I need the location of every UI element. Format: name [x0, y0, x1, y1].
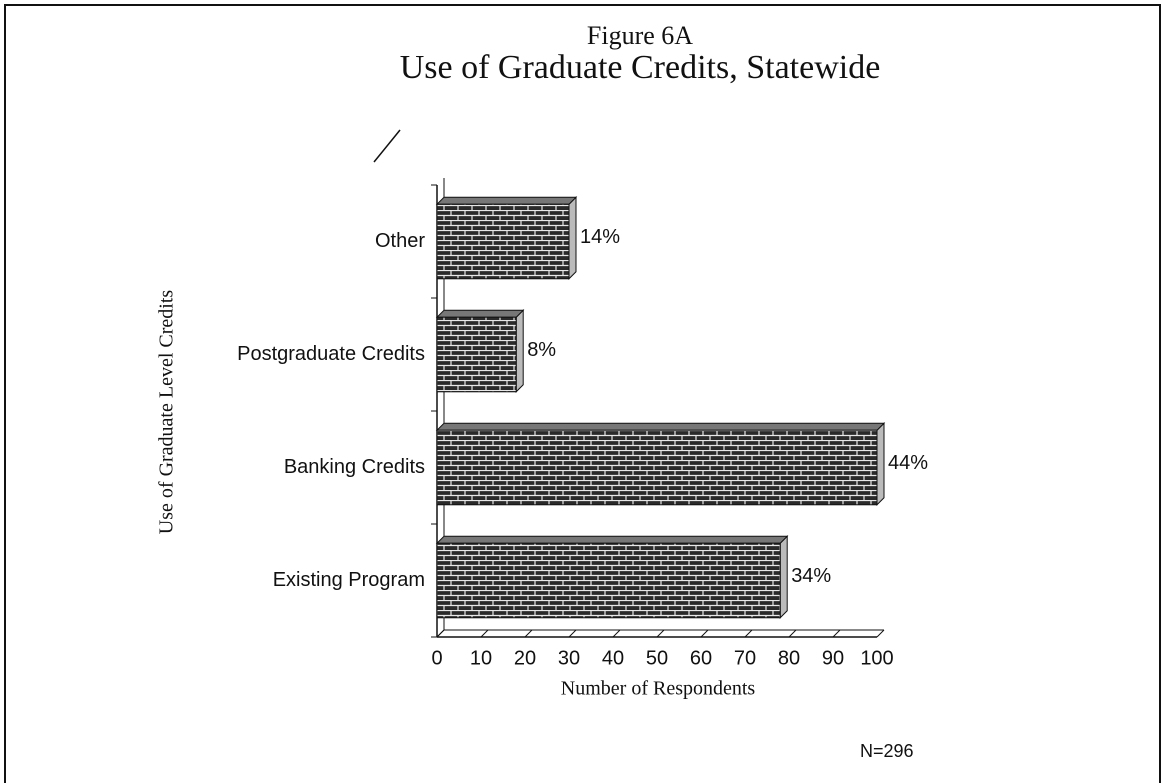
x-tick-label: 70: [734, 647, 756, 669]
figure-label: Figure 6A: [587, 21, 693, 50]
x-tick: [436, 629, 445, 638]
bar-label: 44%: [888, 452, 928, 474]
x-tick-label: 40: [602, 647, 624, 669]
y-tick-label: Postgraduate Credits: [237, 343, 425, 365]
y-tick-label: Other: [375, 230, 425, 252]
x-axis-label: Number of Respondents: [561, 678, 756, 700]
x-tick: [656, 629, 665, 638]
x-tick: [612, 629, 621, 638]
stray-mark: [373, 129, 401, 163]
bar: [436, 542, 781, 619]
bar-label: 8%: [527, 339, 556, 361]
x-tick-label: 90: [822, 647, 844, 669]
y-tick-label: Existing Program: [273, 569, 425, 591]
bar-side: [515, 309, 524, 393]
bar: [436, 203, 570, 280]
x-tick: [524, 629, 533, 638]
note: N=296: [860, 741, 914, 761]
bar: [436, 316, 517, 393]
bar-side: [779, 535, 788, 619]
x-tick: [568, 629, 577, 638]
bar-top: [435, 535, 789, 544]
bar-label: 34%: [791, 565, 831, 587]
x-tick: [700, 629, 709, 638]
x-tick: [832, 629, 841, 638]
x-tick: [744, 629, 753, 638]
x-tick-label: 60: [690, 647, 712, 669]
bar-label: 14%: [580, 226, 620, 248]
x-tick-label: 30: [558, 647, 580, 669]
bar-top: [435, 196, 578, 205]
chart-title: Use of Graduate Credits, Statewide: [400, 49, 881, 86]
y-axis-label: Use of Graduate Level Credits: [156, 290, 178, 535]
bar: [436, 429, 878, 506]
x-tick-label: 0: [431, 647, 442, 669]
bar-top: [435, 309, 525, 318]
bar-side: [876, 422, 885, 506]
x-tick: [788, 629, 797, 638]
y-tick-label: Banking Credits: [284, 456, 425, 478]
x-tick-label: 50: [646, 647, 668, 669]
bar-top: [435, 422, 886, 431]
bar-side: [568, 196, 577, 280]
x-tick-label: 20: [514, 647, 536, 669]
frame: [4, 4, 1161, 783]
x-tick-label: 10: [470, 647, 492, 669]
x-tick: [480, 629, 489, 638]
x-tick-label: 80: [778, 647, 800, 669]
x-tick-label: 100: [860, 647, 893, 669]
x-tick: [876, 629, 885, 638]
